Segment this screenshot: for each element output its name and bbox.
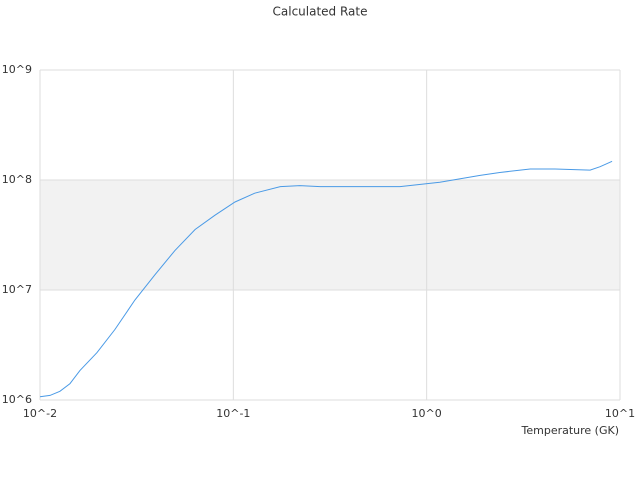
y-tick-label: 10^8 — [2, 173, 32, 186]
chart-title: Calculated Rate — [273, 5, 368, 19]
y-tick-label: 10^9 — [2, 63, 32, 76]
x-tick-label: 10^1 — [605, 407, 635, 420]
x-tick-label: 10^-2 — [23, 407, 57, 420]
data-line — [39, 160, 613, 398]
x-tick-label: 10^-1 — [216, 407, 250, 420]
y-tick-label: 10^6 — [2, 393, 32, 406]
x-axis-label: Temperature (GK) — [521, 424, 620, 437]
x-tick-label: 10^0 — [412, 407, 442, 420]
grid-band — [40, 180, 620, 290]
y-tick-label: 10^7 — [2, 283, 32, 296]
